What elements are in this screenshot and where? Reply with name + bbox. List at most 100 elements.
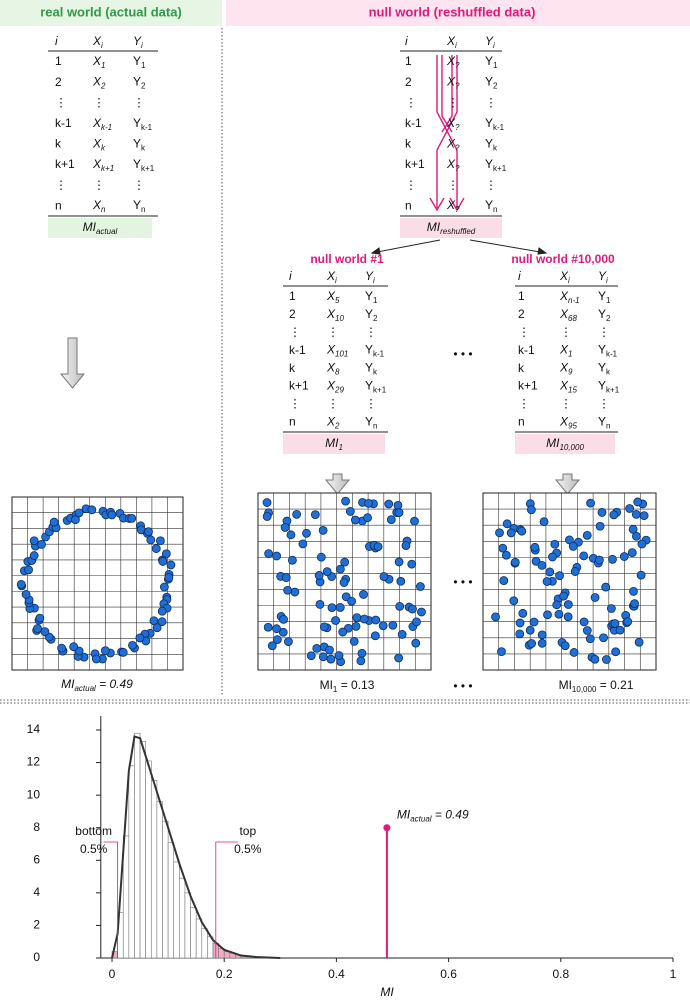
table-cell: n (518, 414, 525, 428)
scatter-dot (310, 510, 320, 520)
table-cell-base: Y (133, 75, 141, 89)
column-header-sub: i (493, 41, 495, 50)
column-header: i (518, 269, 521, 283)
scatter-dot (602, 655, 611, 664)
table-cell: ⋮ (55, 178, 67, 192)
summary: MIactual (83, 220, 118, 236)
scatter-dot (347, 596, 357, 606)
scatter-dot (351, 515, 360, 525)
table-cell: ⋮ (55, 95, 67, 109)
x-axis-label: MI (380, 985, 394, 999)
scatter-dot (531, 556, 541, 566)
hist-bar (201, 928, 208, 959)
scatter-dot (552, 600, 562, 610)
table-cell: Xk+1 (92, 157, 114, 173)
scatter-dot (579, 551, 589, 561)
table-cell: k+1 (405, 157, 425, 171)
table-cell: ⋮ (447, 95, 459, 109)
scatter-dot (411, 638, 421, 648)
summary-sub: reshuffled (440, 227, 476, 236)
table-cell: X95 (559, 414, 577, 430)
scatter-dot (334, 651, 344, 660)
scatter-dot (537, 561, 547, 570)
caption-rest: = 0.21 (596, 678, 633, 692)
table-cell: k+1 (55, 157, 75, 171)
scatter-dot (563, 612, 573, 622)
scatter-dot (595, 555, 604, 565)
summary: MI10,000 (546, 436, 584, 452)
table-cell-sub: k (606, 368, 611, 377)
table-cell-base: X (446, 75, 456, 89)
table-cell-base: X (559, 414, 569, 428)
summary-base: MI (325, 436, 339, 450)
caption-base: MI (61, 677, 75, 691)
ellipsis: • • • (453, 679, 472, 693)
x-tick-label: 1 (670, 967, 677, 981)
scatter-dot (33, 624, 42, 633)
column-header: i (55, 34, 58, 48)
table-cell-base: X (559, 379, 569, 393)
table-cell-sub: 2 (334, 421, 340, 430)
scatter-dot (388, 620, 398, 630)
down-arrow (324, 473, 351, 495)
scatter-dot (582, 626, 592, 635)
scatter-dot (359, 614, 369, 624)
arrowhead (537, 247, 548, 255)
table-cell: X2 (92, 75, 106, 91)
table-cell-base: X (92, 157, 102, 171)
null-header: null world (reshuffled data) (369, 4, 536, 19)
down-arrow (554, 473, 581, 495)
table-cell: Yk-1 (485, 116, 505, 132)
table-cell: Y2 (365, 307, 378, 323)
table-cell-sub: 1 (101, 61, 105, 70)
table-cell-base: X (92, 137, 102, 151)
scatter-dot (378, 621, 388, 631)
table-cell-sub: 2 (493, 82, 498, 91)
table-cell: X9 (559, 361, 573, 377)
density-curve (111, 735, 281, 959)
scatter-dot (272, 551, 282, 561)
hist-bar (162, 820, 169, 959)
scatter-dot (408, 604, 417, 614)
scatter-dot (515, 618, 525, 628)
y-tick-label: 0 (33, 950, 40, 964)
scatter-dot (272, 624, 281, 634)
hist-bar (195, 918, 203, 959)
scatter-dot (279, 614, 288, 624)
scatter-dot (608, 554, 617, 564)
scatter-dot (166, 560, 176, 570)
table-cell-sub: k+1 (141, 164, 155, 173)
ellipsis: • • • (453, 575, 472, 589)
table-cell-sub: ? (455, 205, 460, 214)
scatter-dot (529, 617, 539, 627)
scatter-dot (407, 559, 417, 569)
percentile-label: 0.5% (234, 842, 262, 856)
table-cell: k-1 (289, 343, 306, 357)
table-cell-sub: 5 (335, 296, 340, 305)
table-cell-base: Y (365, 289, 373, 303)
scatter-dot (545, 567, 555, 577)
scatter-dot (262, 498, 272, 507)
scatter-dot (630, 599, 639, 609)
table-cell-base: X (446, 54, 456, 68)
table-cell: ⋮ (518, 397, 530, 411)
scatter-dot (156, 536, 165, 546)
scatter-dot (510, 557, 520, 567)
summary-box (515, 434, 615, 454)
table-cell: Y2 (133, 75, 146, 91)
table-cell-base: Y (485, 116, 493, 130)
scatter-dot (283, 585, 293, 595)
table-cell-sub: ? (455, 123, 460, 132)
y-tick-label: 10 (27, 787, 41, 801)
scatter-dot (610, 619, 620, 628)
scatter-dot (37, 539, 46, 549)
caption: MI1 = 0.13 (320, 678, 375, 694)
table-cell: X29 (326, 379, 344, 395)
scatter-dot (341, 496, 350, 506)
table-cell-sub: n (141, 205, 145, 214)
scatter-dot (21, 590, 31, 599)
scatter-dot (146, 535, 156, 545)
table-cell-base: Y (365, 361, 373, 375)
hist-bar (167, 842, 175, 959)
scatter-dot (395, 601, 405, 611)
